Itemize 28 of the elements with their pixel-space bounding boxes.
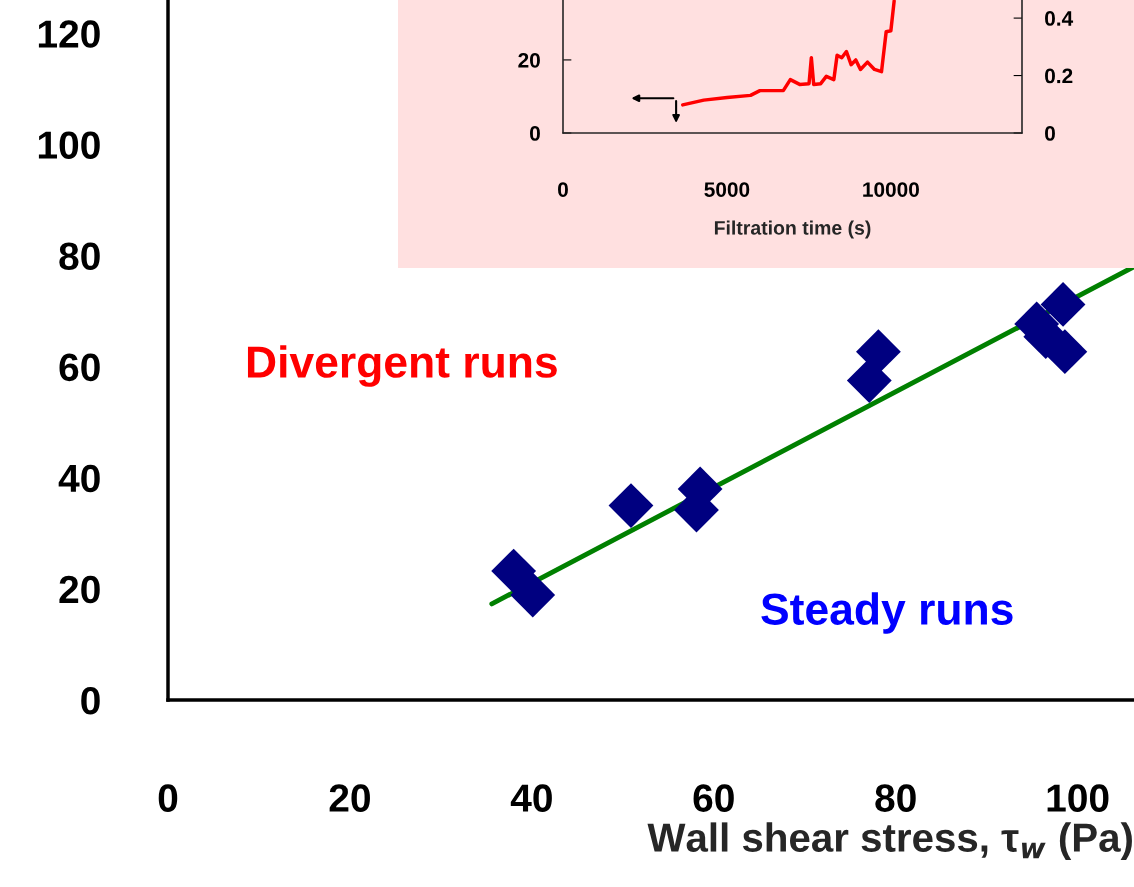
annotation: Divergent runs [247,345,557,387]
x-tick-label: 5000 [704,182,750,197]
y-tick-label: 80 [59,242,100,271]
point [608,483,654,528]
y2-tick-label: 0.4 [1045,11,1074,26]
x-tick-label: 0 [558,182,568,197]
x-tick-label: 80 [875,784,916,812]
point [846,358,892,403]
y-tick-label: 100 [38,131,100,159]
y2-tick-label: 0 [1045,126,1055,141]
y-tick-label: 60 [59,353,100,382]
x-axis-title: Filtration time (s) [714,220,871,239]
point [1040,282,1086,327]
y-tick-label: 40 [58,464,100,493]
x-tick-label: 0 [158,784,178,812]
y-tick-label: 0 [81,686,100,715]
y-tick-label: 20 [59,575,100,604]
y-tick-label: 120 [38,20,100,48]
point [491,548,537,594]
x-tick-label: 10000 [863,182,919,197]
point [510,572,556,618]
annotation: Steady runs [761,592,1013,634]
x-tick-label: 100 [1047,784,1109,812]
line-series [680,0,896,107]
y2-tick-label: 0.2 [1045,68,1073,84]
x-tick-label: 20 [329,784,370,812]
x-axis-title: Wall shear stress, τ$_{w}$ (Pa) [647,822,1132,860]
x-tick-label: 60 [693,784,734,812]
